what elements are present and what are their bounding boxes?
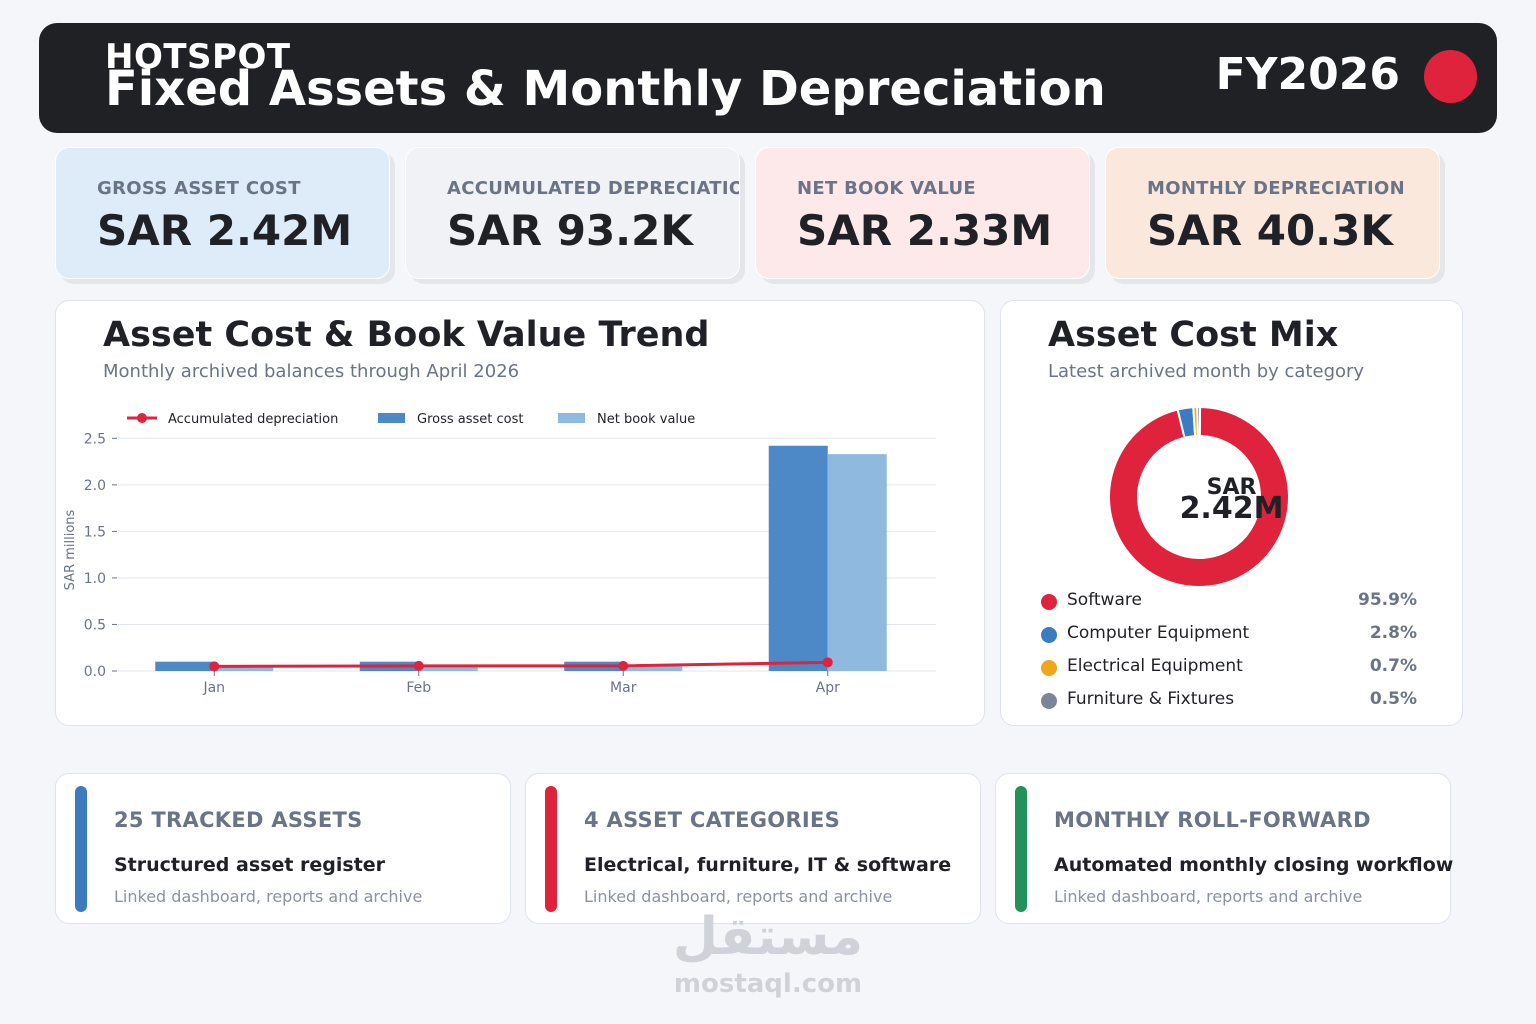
card-title: Structured asset register — [114, 854, 386, 876]
kpi-label: ACCUMULATED DEPRECIATION — [447, 178, 740, 199]
legend-swatch — [1041, 693, 1057, 709]
watermark-arabic: مستقل — [672, 907, 864, 967]
legend-label-accumulated-depreciation: Accumulated depreciation — [168, 412, 338, 427]
watermark-domain: mostaql.com — [673, 969, 863, 999]
card-accent-bar — [75, 786, 87, 912]
kpi-value: SAR 2.42M — [97, 206, 353, 255]
donut-center-value: 2.42M — [1179, 491, 1284, 526]
legend-label: Computer Equipment — [1067, 623, 1250, 643]
y-tick-label: 2.5 — [84, 431, 106, 447]
legend-label-gross-asset-cost: Gross asset cost — [417, 412, 523, 427]
donut-center-currency: SAR — [1206, 475, 1257, 500]
point-accumulated-depreciation — [413, 660, 424, 671]
mix-panel-title: Asset Cost Mix — [1048, 315, 1339, 355]
legend-label: Software — [1067, 590, 1142, 610]
trend-panel-title: Asset Cost & Book Value Trend — [103, 315, 710, 355]
kpi-card-gross-cost: GROSS ASSET COST SAR 2.42M — [55, 147, 390, 279]
trend-panel: Asset Cost & Book Value Trend Monthly ar… — [55, 300, 985, 726]
y-tick-label: 0.0 — [84, 664, 106, 680]
bar-gross-asset-cost — [155, 661, 215, 671]
y-tick-label: 0.5 — [84, 617, 106, 633]
legend-label: Electrical Equipment — [1067, 656, 1243, 676]
card-caption: Linked dashboard, reports and archive — [584, 887, 893, 906]
donut-chart — [1108, 405, 1290, 588]
bar-net-book-value — [623, 666, 683, 671]
legend-value: 2.8% — [1369, 623, 1417, 643]
card-caption: Linked dashboard, reports and archive — [1054, 887, 1363, 906]
card-title: Automated monthly closing workflow — [1054, 854, 1454, 876]
point-accumulated-depreciation — [618, 660, 629, 671]
legend-item-computer-equipment: Computer Equipment 2.8% — [1041, 623, 1417, 647]
status-dot-icon — [1424, 50, 1477, 103]
y-tick-label: 1.0 — [84, 571, 106, 587]
legend-label: Furniture & Fixtures — [1067, 689, 1235, 709]
legend-item-software: Software 95.9% — [1041, 590, 1417, 614]
bar-net-book-value — [827, 454, 887, 671]
legend-value: 95.9% — [1358, 590, 1417, 610]
legend-swatch — [1041, 627, 1057, 643]
kpi-value: SAR 40.3K — [1147, 206, 1393, 255]
card-heading: 4 ASSET CATEGORIES — [584, 808, 841, 832]
kpi-card-net-book-value: NET BOOK VALUE SAR 2.33M — [755, 147, 1090, 279]
x-tick-label: Feb — [406, 680, 431, 696]
kpi-label: GROSS ASSET COST — [97, 178, 301, 199]
watermark-logo: مستقل mostaql.com — [640, 905, 896, 999]
card-heading: 25 TRACKED ASSETS — [114, 808, 363, 832]
fiscal-year-label: FY2026 — [1215, 49, 1400, 100]
kpi-value: SAR 93.2K — [447, 206, 693, 255]
card-caption: Linked dashboard, reports and archive — [114, 887, 423, 906]
trend-panel-subtitle: Monthly archived balances through April … — [103, 361, 520, 382]
point-accumulated-depreciation — [209, 661, 220, 672]
legend-item-furniture-fixtures: Furniture & Fixtures 0.5% — [1041, 689, 1417, 713]
trend-chart: 0.0 0.5 1.0 1.5 2.0 2.5 SAR millions Jan Feb Mar A… — [63, 412, 936, 696]
legend-swatch-gross-asset-cost — [378, 413, 405, 423]
bar-net-book-value — [214, 666, 274, 671]
bar-gross-asset-cost — [768, 445, 828, 671]
legend-marker-accumulated-depreciation — [137, 413, 147, 423]
kpi-label: NET BOOK VALUE — [797, 178, 977, 199]
line-accumulated-depreciation — [214, 660, 828, 668]
header-subtitle: HOTSPOT — [105, 37, 291, 77]
x-tick-label: Jan — [202, 680, 225, 696]
donut-slice-furniture-fixtures — [1196, 406, 1202, 438]
donut-slice-software — [1108, 405, 1290, 588]
legend-swatch — [1041, 594, 1057, 610]
bar-net-book-value — [418, 666, 478, 671]
legend-label-net-book-value: Net book value — [597, 412, 695, 427]
mix-panel: Asset Cost Mix Latest archived month by … — [1000, 300, 1463, 726]
kpi-label: MONTHLY DEPRECIATION — [1147, 178, 1405, 199]
card-heading: MONTHLY ROLL-FORWARD — [1054, 808, 1371, 832]
y-axis-label: SAR millions — [63, 509, 78, 590]
legend-value: 0.7% — [1369, 656, 1417, 676]
card-title: Electrical, furniture, IT & software — [584, 854, 952, 876]
kpi-card-monthly-depreciation: MONTHLY DEPRECIATION SAR 40.3K — [1105, 147, 1440, 279]
info-card-tracked-assets: 25 TRACKED ASSETS Structured asset regis… — [55, 773, 511, 924]
page-title: Fixed Assets & Monthly Depreciation — [105, 61, 1106, 117]
y-tick-label: 2.0 — [84, 478, 106, 494]
legend-swatch — [1041, 660, 1057, 676]
kpi-value: SAR 2.33M — [797, 206, 1053, 255]
x-tick-label: Apr — [816, 680, 840, 696]
point-accumulated-depreciation — [822, 657, 833, 668]
legend-value: 0.5% — [1369, 689, 1417, 709]
info-card-asset-categories: 4 ASSET CATEGORIES Electrical, furniture… — [525, 773, 981, 924]
card-accent-bar — [1015, 786, 1027, 912]
kpi-card-accumulated-depreciation: ACCUMULATED DEPRECIATION SAR 93.2K — [405, 147, 740, 279]
legend-swatch-net-book-value — [558, 413, 585, 423]
info-card-monthly-roll-forward: MONTHLY ROLL-FORWARD Automated monthly c… — [995, 773, 1454, 924]
x-tick-label: Mar — [610, 680, 637, 696]
card-accent-bar — [545, 786, 557, 912]
legend-item-electrical-equipment: Electrical Equipment 0.7% — [1041, 656, 1417, 680]
y-tick-label: 1.5 — [84, 524, 106, 540]
dashboard-header: HOTSPOT Fixed Assets & Monthly Depreciat… — [39, 23, 1497, 133]
mix-panel-subtitle: Latest archived month by category — [1048, 361, 1365, 382]
